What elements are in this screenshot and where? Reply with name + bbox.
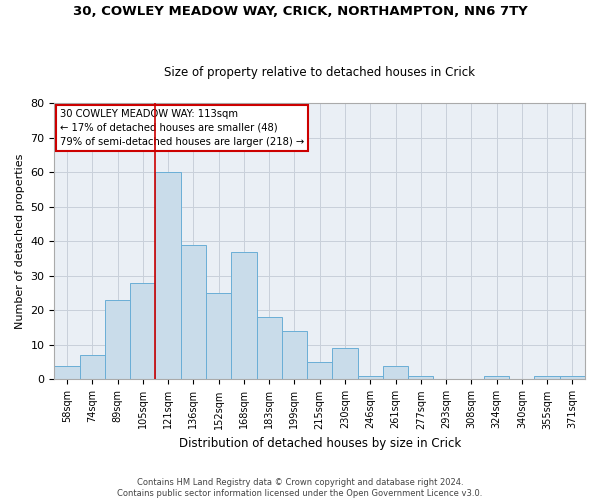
Bar: [332, 348, 358, 380]
X-axis label: Distribution of detached houses by size in Crick: Distribution of detached houses by size …: [179, 437, 461, 450]
Bar: [282, 331, 307, 380]
Bar: [80, 356, 105, 380]
Text: 30, COWLEY MEADOW WAY, CRICK, NORTHAMPTON, NN6 7TY: 30, COWLEY MEADOW WAY, CRICK, NORTHAMPTO…: [73, 5, 527, 18]
Bar: [55, 366, 80, 380]
Bar: [257, 318, 282, 380]
Bar: [484, 376, 509, 380]
Text: 30 COWLEY MEADOW WAY: 113sqm
← 17% of detached houses are smaller (48)
79% of se: 30 COWLEY MEADOW WAY: 113sqm ← 17% of de…: [60, 109, 304, 147]
Bar: [535, 376, 560, 380]
Y-axis label: Number of detached properties: Number of detached properties: [15, 154, 25, 329]
Bar: [231, 252, 257, 380]
Bar: [560, 376, 585, 380]
Bar: [206, 293, 231, 380]
Bar: [130, 283, 155, 380]
Bar: [155, 172, 181, 380]
Text: Contains HM Land Registry data © Crown copyright and database right 2024.
Contai: Contains HM Land Registry data © Crown c…: [118, 478, 482, 498]
Bar: [307, 362, 332, 380]
Bar: [408, 376, 433, 380]
Bar: [105, 300, 130, 380]
Bar: [383, 366, 408, 380]
Bar: [358, 376, 383, 380]
Title: Size of property relative to detached houses in Crick: Size of property relative to detached ho…: [164, 66, 475, 78]
Bar: [181, 245, 206, 380]
